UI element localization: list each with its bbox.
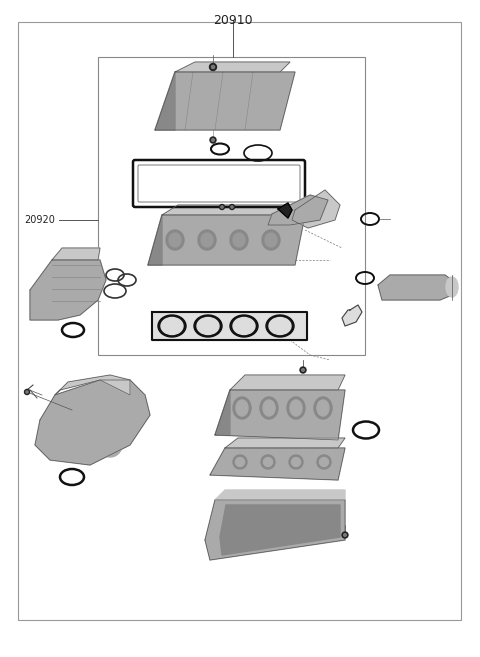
- Ellipse shape: [69, 404, 101, 436]
- Polygon shape: [215, 390, 230, 435]
- Ellipse shape: [158, 315, 186, 337]
- Ellipse shape: [198, 230, 216, 250]
- Polygon shape: [30, 260, 106, 320]
- Ellipse shape: [290, 400, 302, 416]
- Ellipse shape: [236, 400, 248, 416]
- Polygon shape: [205, 500, 345, 560]
- Ellipse shape: [320, 457, 328, 466]
- Ellipse shape: [264, 457, 273, 466]
- Bar: [98, 57, 365, 355]
- Polygon shape: [230, 375, 345, 390]
- Polygon shape: [148, 215, 162, 265]
- Ellipse shape: [209, 64, 216, 70]
- Polygon shape: [155, 72, 175, 130]
- Polygon shape: [152, 312, 307, 340]
- Ellipse shape: [260, 397, 278, 419]
- Polygon shape: [268, 195, 328, 225]
- Ellipse shape: [317, 400, 329, 416]
- Ellipse shape: [230, 315, 258, 337]
- Ellipse shape: [300, 367, 306, 373]
- Ellipse shape: [266, 315, 294, 337]
- Polygon shape: [35, 380, 150, 465]
- Ellipse shape: [233, 455, 247, 469]
- Polygon shape: [155, 72, 295, 130]
- Ellipse shape: [211, 66, 215, 68]
- Polygon shape: [55, 375, 130, 395]
- Ellipse shape: [233, 233, 245, 247]
- Text: 20920: 20920: [24, 215, 55, 225]
- Ellipse shape: [210, 137, 216, 143]
- Text: 20910: 20910: [213, 14, 253, 27]
- Ellipse shape: [233, 397, 251, 419]
- Ellipse shape: [263, 400, 275, 416]
- Ellipse shape: [75, 411, 95, 430]
- Ellipse shape: [342, 532, 348, 538]
- Ellipse shape: [169, 233, 181, 247]
- Ellipse shape: [446, 277, 458, 297]
- Polygon shape: [342, 305, 362, 326]
- Polygon shape: [215, 490, 345, 500]
- Polygon shape: [215, 390, 345, 440]
- Polygon shape: [378, 275, 452, 300]
- Ellipse shape: [262, 230, 280, 250]
- Ellipse shape: [314, 397, 332, 419]
- Ellipse shape: [230, 230, 248, 250]
- Ellipse shape: [197, 317, 219, 334]
- Ellipse shape: [231, 206, 233, 208]
- Ellipse shape: [194, 315, 222, 337]
- Ellipse shape: [289, 455, 303, 469]
- Ellipse shape: [265, 233, 277, 247]
- Ellipse shape: [236, 457, 244, 466]
- Ellipse shape: [344, 533, 347, 536]
- Ellipse shape: [261, 455, 275, 469]
- Ellipse shape: [291, 457, 300, 466]
- Polygon shape: [175, 62, 290, 72]
- Ellipse shape: [201, 233, 213, 247]
- Polygon shape: [52, 248, 100, 260]
- Polygon shape: [220, 505, 340, 555]
- Ellipse shape: [229, 204, 235, 210]
- Ellipse shape: [221, 206, 223, 208]
- Polygon shape: [162, 205, 305, 215]
- Polygon shape: [292, 190, 340, 228]
- Ellipse shape: [287, 397, 305, 419]
- Ellipse shape: [219, 204, 225, 210]
- Ellipse shape: [233, 317, 255, 334]
- Ellipse shape: [103, 438, 117, 452]
- Ellipse shape: [161, 317, 183, 334]
- Ellipse shape: [317, 455, 331, 469]
- Ellipse shape: [98, 433, 122, 457]
- Ellipse shape: [166, 230, 184, 250]
- Polygon shape: [225, 438, 345, 448]
- Ellipse shape: [26, 391, 28, 393]
- Ellipse shape: [24, 390, 29, 394]
- Polygon shape: [278, 203, 292, 218]
- Polygon shape: [210, 448, 345, 480]
- Ellipse shape: [269, 317, 291, 334]
- Polygon shape: [148, 215, 305, 265]
- Ellipse shape: [301, 369, 304, 371]
- Ellipse shape: [212, 139, 215, 141]
